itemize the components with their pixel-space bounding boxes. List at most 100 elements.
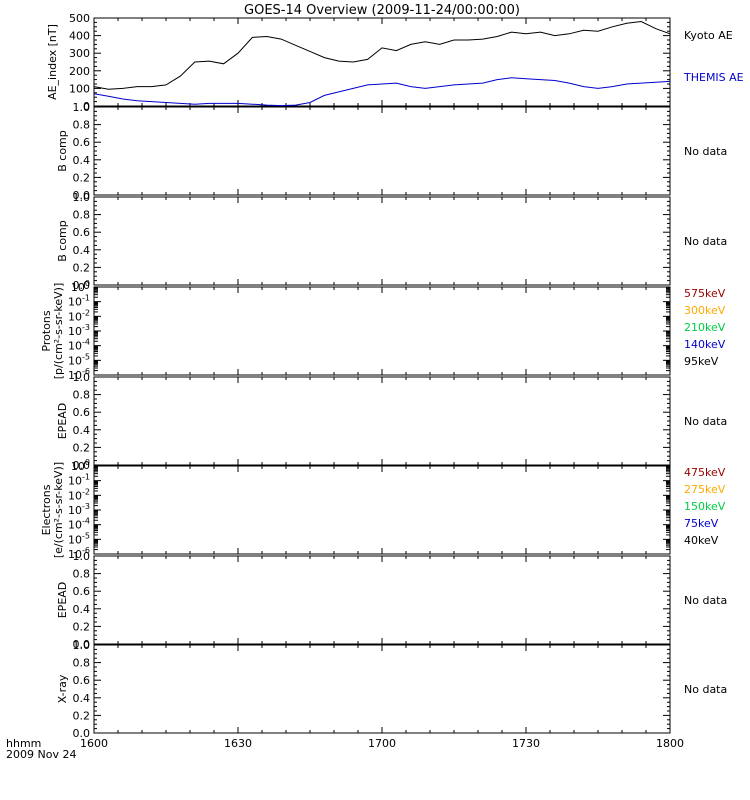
y-tick-label: 10-2	[68, 308, 90, 323]
y-tick-label: 0.8	[73, 568, 91, 581]
y-axis-label: EPEAD	[56, 403, 69, 440]
time-axis-label-hhmm: hhmm	[6, 737, 41, 750]
y-tick-label: 0.8	[73, 657, 91, 670]
no-data-note: No data	[684, 683, 727, 696]
y-tick-exponent: -2	[82, 487, 90, 496]
y-tick-exponent: -1	[82, 294, 90, 303]
y-tick-label: 400	[69, 30, 90, 43]
no-data-note: No data	[684, 145, 727, 158]
y-tick-label: 0.4	[73, 154, 91, 167]
y-axis-label: B comp	[56, 130, 69, 172]
y-tick-label: 300	[69, 47, 90, 60]
y-tick-exponent: -6	[82, 546, 90, 555]
y-tick-label: 10-3	[68, 502, 90, 517]
y-tick-label: 0.4	[73, 692, 91, 705]
y-tick-label: 0.2	[73, 441, 91, 454]
y-tick-exponent: -1	[82, 473, 90, 482]
time-axis: hhmm 2009 Nov 24 1600 1630 1700 1730 1800	[6, 737, 684, 761]
y-tick-label: 10-5	[68, 352, 90, 367]
y-tick-exponent: 0	[85, 279, 90, 288]
y-tick-label: 1.0	[73, 101, 91, 114]
y-tick-label: 10-3	[68, 323, 90, 338]
y-axis-label: B comp	[56, 220, 69, 262]
y-tick-label: 10-4	[68, 517, 90, 532]
panel-8: 0.0 0.2 0.4 0.6 0.8 1.0 X-ray No data	[56, 639, 727, 740]
y-axis-label-units: [e/(cm²-s-sr-keV)]	[52, 462, 65, 558]
y-tick-label: 0.0	[73, 189, 91, 202]
y-tick-label: 500	[69, 12, 90, 25]
y-tick-label: 0.2	[73, 620, 91, 633]
y-tick-label: 0.2	[73, 171, 91, 184]
legend-entry: 140keV	[684, 338, 726, 351]
y-tick-exponent: -3	[82, 323, 90, 332]
time-tick-label: 1800	[656, 737, 684, 750]
y-tick-label: 0.6	[73, 406, 91, 419]
y-tick-label: 1.0	[73, 191, 91, 204]
legend-entry: Kyoto AE	[684, 29, 733, 42]
y-tick-label: 0.0	[73, 727, 91, 740]
legend-entry: 575keV	[684, 287, 726, 300]
no-data-note: No data	[684, 594, 727, 607]
y-axis-label: Protons	[40, 310, 53, 351]
y-tick-label: 10-1	[68, 473, 90, 488]
series-line-kyoto-ae	[93, 20, 671, 90]
y-tick-label: 10-5	[68, 531, 90, 546]
y-tick-label: 0	[83, 100, 90, 113]
y-axis-label: Electrons	[40, 484, 53, 535]
series-line-themis-ae	[93, 77, 671, 107]
y-axis-label: EPEAD	[56, 582, 69, 619]
panel-frame	[93, 376, 671, 466]
time-tick-labels: 1600 1630 1700 1730 1800	[80, 737, 684, 750]
y-tick-exponent: -6	[82, 367, 90, 376]
y-tick-label: 0.0	[73, 638, 91, 651]
panel-2: 0.0 0.2 0.4 0.6 0.8 1.0 B comp No data	[56, 101, 727, 202]
y-tick-label: 0.4	[73, 424, 91, 437]
y-tick-label: 0.0	[73, 279, 91, 292]
time-tick-label: 1700	[368, 737, 396, 750]
panel-frame	[93, 465, 671, 555]
y-tick-label: 0.8	[73, 389, 91, 402]
y-tick-label: 10-4	[68, 338, 90, 353]
panel-3: 0.0 0.2 0.4 0.6 0.8 1.0 B comp No data	[56, 191, 727, 292]
panel-frame	[93, 196, 671, 286]
legend-entry: THEMIS AE	[683, 71, 744, 84]
y-tick-label: 0.8	[73, 209, 91, 222]
y-tick-label: 0.6	[73, 136, 91, 149]
y-tick-label: 0.4	[73, 603, 91, 616]
y-tick-exponent: -5	[82, 352, 90, 361]
y-axis-label-units: [p/(cm²-s-sr-keV)]	[52, 283, 65, 380]
y-tick-exponent: 0	[85, 458, 90, 467]
legend-entry: 95keV	[684, 355, 719, 368]
y-tick-exponent: -5	[82, 531, 90, 540]
y-tick-label: 1.0	[73, 550, 91, 563]
y-tick-label: 0.2	[73, 261, 91, 274]
y-tick-label: 0.6	[73, 674, 91, 687]
no-data-note: No data	[684, 415, 727, 428]
y-tick-label: 1.0	[73, 639, 91, 652]
legend-entry: 275keV	[684, 483, 726, 496]
y-axis-label: X-ray	[56, 674, 69, 703]
y-tick-label: 0.8	[73, 119, 91, 132]
y-tick-exponent: -3	[82, 502, 90, 511]
y-tick-exponent: -4	[82, 517, 90, 526]
legend-entry: 40keV	[684, 534, 719, 547]
y-tick-exponent: -2	[82, 308, 90, 317]
y-tick-label: 10-1	[68, 294, 90, 309]
panel-stack: 0 100 200 300 400 500 AE_index [nT] Kyoto AE THE…	[40, 12, 744, 740]
panel-frame	[93, 106, 671, 196]
legend-entry: 75keV	[684, 517, 719, 530]
y-tick-label: 0.6	[73, 226, 91, 239]
no-data-note: No data	[684, 235, 727, 248]
panel-7: 0.0 0.2 0.4 0.6 0.8 1.0 EPEAD No data	[56, 550, 727, 651]
panel-5: 0.0 0.2 0.4 0.6 0.8 1.0 EPEAD No data	[56, 371, 727, 472]
panel-frame	[93, 17, 671, 107]
y-tick-label: 1.0	[73, 371, 91, 384]
y-tick-label: 200	[69, 65, 90, 78]
legend-entry: 210keV	[684, 321, 726, 334]
panel-frame	[93, 555, 671, 645]
y-tick-exponent: -4	[82, 338, 90, 347]
time-tick-label: 1600	[80, 737, 108, 750]
